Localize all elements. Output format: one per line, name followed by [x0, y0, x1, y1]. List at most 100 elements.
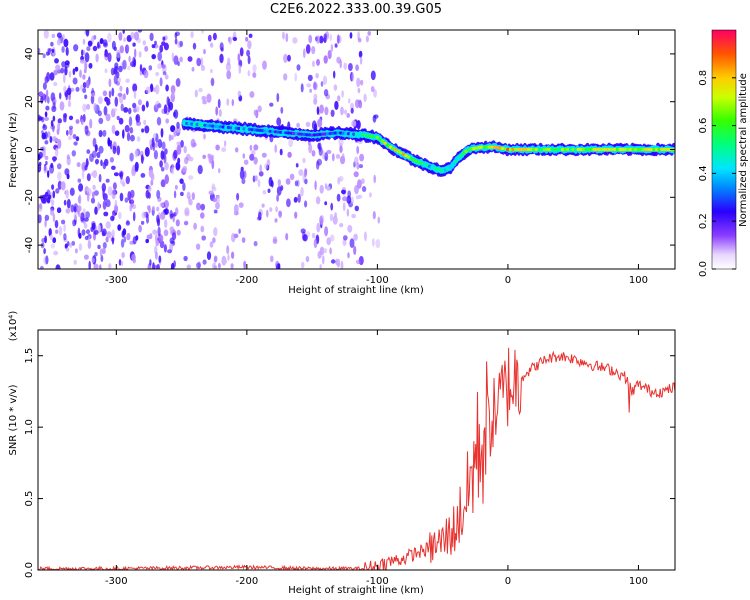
noise-blob [182, 182, 186, 191]
signal-core [665, 147, 669, 152]
noise-blob [227, 57, 231, 66]
noise-blob [342, 196, 348, 202]
noise-blob [50, 199, 55, 207]
signal-core [456, 157, 461, 161]
noise-blob [179, 56, 183, 63]
noise-blob [269, 102, 274, 107]
signal-core [621, 147, 625, 152]
noise-blob [334, 212, 337, 218]
noise-blob [356, 120, 361, 130]
signal-core [388, 145, 393, 149]
noise-blob [95, 53, 99, 63]
noise-blob [347, 224, 353, 233]
noise-blob [97, 110, 102, 117]
noise-blob [295, 163, 299, 168]
noise-blob [93, 35, 97, 40]
noise-blob [122, 129, 125, 139]
noise-blob [249, 91, 255, 98]
noise-blob [132, 211, 136, 222]
noise-blob [233, 233, 239, 239]
noise-blob [85, 158, 89, 168]
noise-blob [102, 161, 107, 170]
signal-core [250, 128, 254, 132]
noise-blob [87, 235, 91, 246]
noise-blob [239, 47, 244, 57]
noise-blob [193, 222, 197, 230]
noise-blob [176, 121, 180, 129]
noise-blob [43, 165, 48, 174]
noise-blob [104, 51, 109, 58]
noise-blob [114, 96, 119, 107]
noise-blob [245, 36, 249, 42]
noise-blob [167, 249, 172, 254]
noise-blob [40, 95, 44, 104]
noise-blob [323, 33, 328, 39]
noise-blob [163, 104, 168, 114]
noise-blob [261, 203, 265, 208]
noise-blob [113, 69, 118, 75]
noise-blob [161, 141, 166, 150]
noise-blob [354, 205, 359, 212]
signal-core [344, 131, 348, 136]
signal-core [315, 133, 320, 137]
noise-blob [315, 72, 319, 79]
noise-blob [201, 95, 207, 101]
noise-blob [91, 191, 95, 199]
noise-blob [71, 240, 76, 246]
noise-blob [257, 105, 262, 113]
signal-core [584, 147, 588, 152]
noise-blob [309, 88, 312, 93]
signal-core [581, 147, 586, 152]
noise-blob [156, 116, 162, 126]
noise-blob [164, 74, 169, 80]
noise-blob [66, 129, 69, 136]
noise-blob [119, 192, 124, 202]
noise-blob [305, 44, 311, 54]
noise-blob [105, 199, 111, 208]
noise-blob [176, 144, 182, 155]
noise-blob [86, 149, 91, 155]
noise-blob [202, 259, 207, 265]
signal-core [237, 126, 241, 131]
noise-blob [302, 157, 306, 164]
noise-blob [46, 189, 51, 198]
noise-blob [134, 48, 137, 58]
noise-blob [44, 116, 49, 121]
noise-blob [285, 178, 291, 185]
noise-blob [276, 117, 282, 126]
signal-core [284, 131, 288, 135]
signal-core [508, 147, 513, 152]
noise-blob [326, 186, 331, 191]
signal-core [299, 132, 304, 136]
noise-blob [72, 219, 77, 227]
noise-blob [54, 137, 59, 143]
signal-core [511, 147, 515, 152]
noise-blob [138, 51, 142, 58]
noise-blob [154, 40, 157, 46]
signal-core [652, 147, 656, 152]
noise-blob [324, 201, 328, 206]
noise-blob [359, 153, 365, 162]
noise-blob [59, 92, 62, 100]
noise-blob [123, 107, 129, 113]
noise-blob [231, 99, 234, 107]
signal-core [365, 134, 369, 138]
noise-blob [73, 141, 78, 146]
snr-series-line [38, 347, 675, 570]
noise-blob [233, 204, 239, 214]
noise-blob [312, 60, 315, 68]
noise-blob [207, 34, 212, 42]
noise-blob [196, 262, 201, 269]
noise-blob [86, 173, 91, 182]
noise-blob [71, 150, 77, 157]
x-tick-label: 0 [505, 576, 511, 587]
noise-blob [300, 186, 304, 197]
noise-blob [65, 93, 68, 101]
noise-blob [72, 68, 76, 76]
noise-blob [90, 172, 95, 177]
noise-blob [323, 248, 328, 254]
noise-blob [85, 79, 90, 89]
noise-blob [107, 52, 112, 63]
noise-blob [377, 216, 381, 224]
noise-blob [196, 202, 201, 211]
